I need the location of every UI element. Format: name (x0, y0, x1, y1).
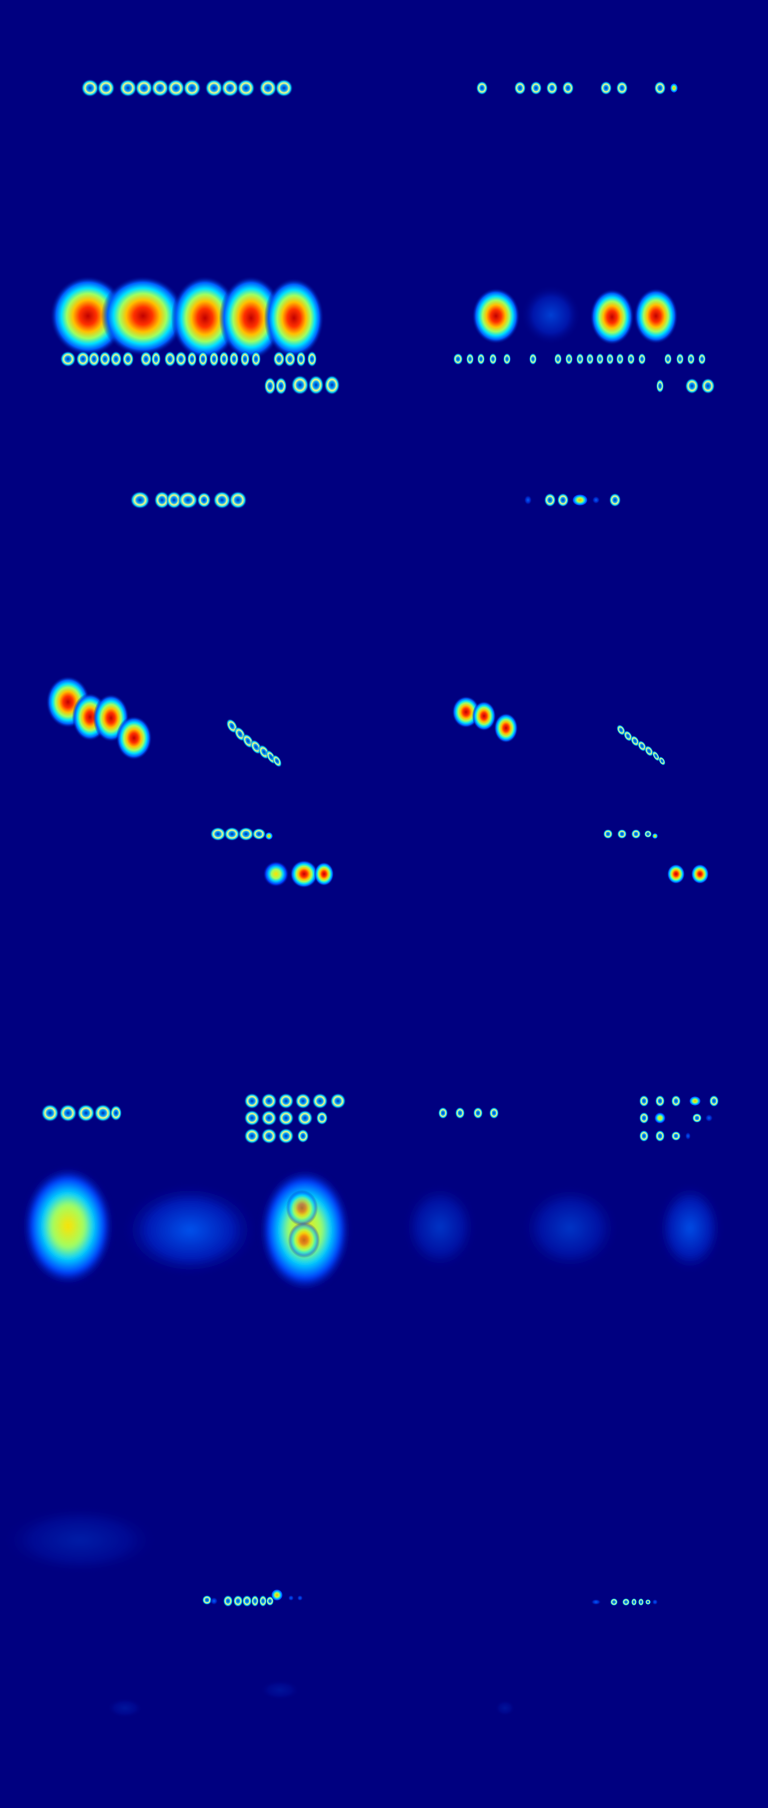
heatmap-canvas (0, 0, 768, 1808)
